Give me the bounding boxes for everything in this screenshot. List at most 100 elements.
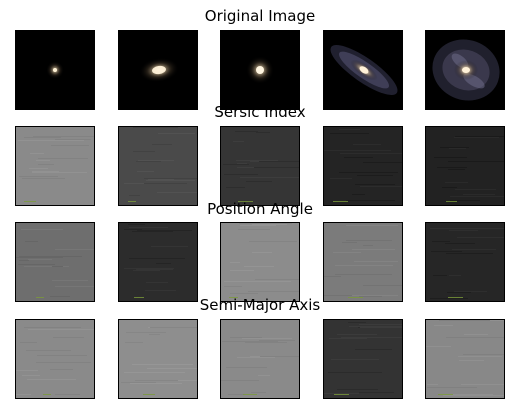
noise-streak (249, 241, 297, 242)
noise-streak (446, 337, 504, 338)
map-fill (426, 320, 504, 398)
noise-streak (440, 147, 469, 148)
noise-streak (33, 136, 94, 137)
panel-sersic-index-4 (323, 126, 403, 206)
edge-artifact (334, 394, 349, 395)
noise-streak (18, 140, 84, 141)
panel-original-image-1 (15, 30, 95, 110)
noise-streak (137, 171, 154, 172)
noise-streak (346, 240, 392, 241)
noise-streak (353, 144, 381, 145)
noise-streak (450, 200, 480, 201)
panel-position-angle-3 (220, 222, 300, 302)
edge-artifact (348, 297, 363, 298)
noise-streak (24, 266, 69, 267)
noise-streak (133, 127, 178, 128)
noise-streak (346, 200, 395, 201)
edge-artifact (134, 297, 144, 298)
noise-streak (464, 334, 488, 335)
noise-streak (145, 290, 176, 291)
noise-streak (55, 139, 91, 140)
noise-streak (22, 375, 40, 376)
noise-streak (457, 237, 504, 238)
noise-streak (126, 332, 166, 333)
noise-streak (454, 291, 487, 292)
noise-streak (335, 265, 393, 266)
row-title-original-image: Original Image (204, 7, 316, 25)
noise-streak (337, 334, 377, 335)
noise-streak (426, 346, 451, 347)
panel-sersic-index-3 (220, 126, 300, 206)
noise-streak (430, 298, 468, 299)
noise-streak (335, 274, 392, 275)
noise-streak (28, 259, 52, 260)
noise-streak (328, 372, 382, 373)
map-fill (324, 223, 402, 301)
noise-streak (146, 282, 168, 283)
noise-streak (363, 245, 373, 246)
edge-artifact (36, 297, 44, 298)
noise-streak (331, 359, 379, 360)
noise-streak (447, 292, 471, 293)
panel-semi-major-axis-1 (15, 319, 95, 399)
noise-streak (446, 253, 493, 254)
panel-semi-major-axis-3 (220, 319, 300, 399)
noise-streak (357, 175, 393, 176)
noise-streak (344, 157, 373, 158)
noise-streak (443, 395, 504, 396)
noise-streak (37, 355, 87, 356)
noise-streak (434, 325, 453, 326)
noise-streak (226, 367, 237, 368)
noise-streak (359, 324, 402, 325)
noise-streak (32, 172, 87, 173)
noise-streak (32, 171, 59, 172)
noise-streak (461, 384, 504, 385)
noise-streak (363, 285, 402, 286)
noise-streak (237, 163, 247, 164)
edge-artifact (128, 201, 136, 202)
noise-streak (221, 380, 259, 381)
noise-streak (124, 183, 150, 184)
noise-streak (230, 293, 258, 294)
noise-streak (137, 230, 192, 231)
noise-streak (442, 187, 457, 188)
noise-streak (52, 280, 88, 281)
noise-streak (231, 367, 267, 368)
noise-streak (138, 160, 174, 161)
noise-streak (125, 342, 143, 343)
noise-streak (352, 249, 395, 250)
noise-streak (336, 295, 398, 296)
noise-streak (256, 132, 270, 133)
noise-streak (16, 257, 63, 258)
noise-streak (29, 168, 48, 169)
noise-streak (230, 262, 240, 263)
noise-streak (445, 243, 475, 244)
noise-streak (18, 264, 55, 265)
map-fill (119, 223, 197, 301)
noise-streak (237, 357, 275, 358)
noise-streak (237, 167, 254, 168)
noise-streak (224, 174, 258, 175)
noise-streak (463, 354, 504, 355)
noise-streak (454, 137, 499, 138)
noise-streak (324, 150, 391, 151)
panel-original-image-2 (118, 30, 198, 110)
galaxy-image (119, 31, 197, 109)
noise-streak (19, 176, 58, 177)
map-fill (119, 320, 197, 398)
noise-streak (349, 326, 402, 327)
noise-streak (252, 252, 272, 253)
noise-streak (233, 141, 244, 142)
noise-streak (430, 228, 478, 229)
noise-streak (259, 161, 299, 162)
panel-sersic-index-5 (425, 126, 505, 206)
noise-streak (427, 387, 477, 388)
noise-streak (230, 270, 254, 271)
edge-artifact (243, 394, 257, 395)
noise-streak (324, 295, 352, 296)
noise-streak (459, 360, 484, 361)
noise-streak (222, 341, 278, 342)
map-fill (119, 127, 197, 205)
noise-streak (157, 192, 197, 193)
